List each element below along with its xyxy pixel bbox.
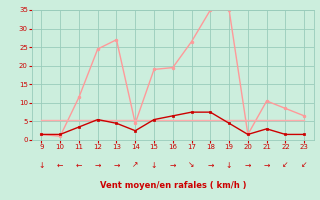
Text: Vent moyen/en rafales ( km/h ): Vent moyen/en rafales ( km/h ) (100, 182, 246, 190)
Text: ↙: ↙ (301, 160, 308, 170)
Text: →: → (94, 160, 101, 170)
Text: →: → (207, 160, 213, 170)
Text: ↙: ↙ (282, 160, 289, 170)
Text: ↓: ↓ (226, 160, 232, 170)
Text: →: → (245, 160, 251, 170)
Text: →: → (170, 160, 176, 170)
Text: →: → (113, 160, 120, 170)
Text: ↓: ↓ (151, 160, 157, 170)
Text: ↓: ↓ (38, 160, 44, 170)
Text: ↗: ↗ (132, 160, 139, 170)
Text: ←: ← (57, 160, 63, 170)
Text: ↘: ↘ (188, 160, 195, 170)
Text: →: → (263, 160, 270, 170)
Text: ←: ← (76, 160, 82, 170)
